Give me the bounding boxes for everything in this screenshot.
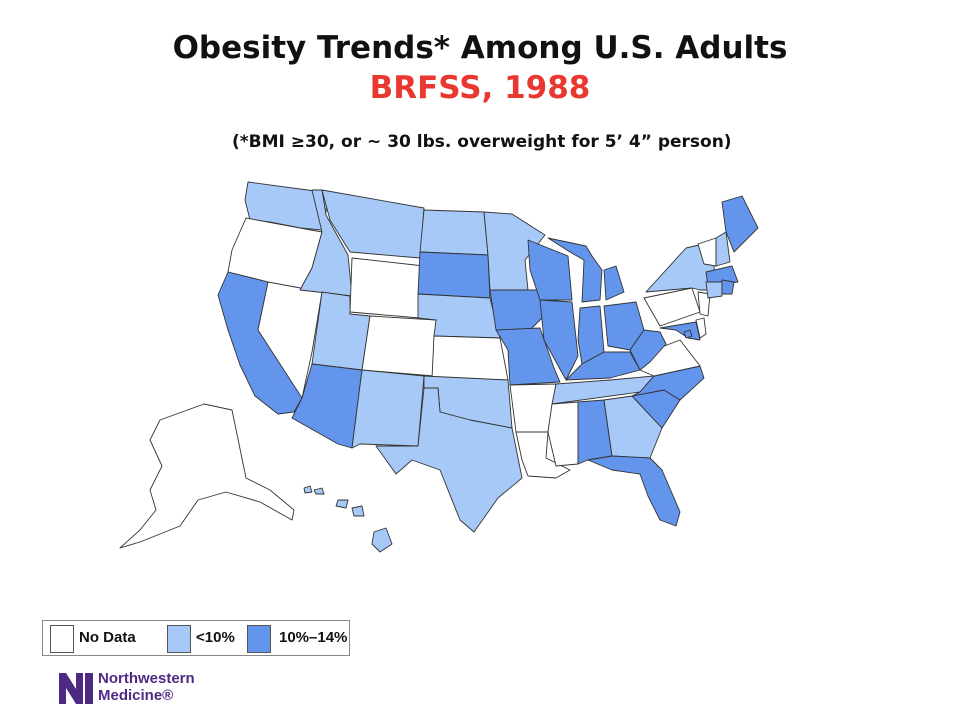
state-MO — [495, 327, 561, 386]
state-DE — [695, 317, 707, 339]
state-CO — [361, 315, 437, 377]
state-WY — [349, 257, 425, 319]
state-IA — [489, 289, 545, 331]
state-WI — [527, 239, 573, 301]
legend-label-10-14: 10%–14% — [279, 629, 348, 646]
hawaii-island-kauai — [303, 485, 313, 494]
nm-monogram-icon — [59, 673, 93, 704]
state-DC — [683, 329, 693, 339]
state-FL — [587, 455, 681, 527]
state-WV — [629, 329, 667, 371]
state-RI — [721, 279, 735, 295]
state-CT — [705, 281, 723, 299]
state-ND — [419, 209, 489, 256]
state-NM — [351, 369, 425, 449]
hawaii-island-molokai — [335, 499, 349, 509]
legend-label-lt10: <10% — [196, 629, 235, 646]
hawaii-island-oahu — [313, 487, 325, 495]
legend-swatch-10-14 — [247, 625, 271, 653]
map-legend: No Data <10% 10%–14% — [42, 620, 350, 656]
state-MT — [321, 189, 425, 259]
hawaii-island-maui — [351, 505, 365, 517]
state-MS — [547, 401, 579, 467]
logo-line1: Northwestern — [98, 670, 195, 687]
state-ME — [721, 195, 759, 253]
state-TX — [375, 387, 523, 533]
state-AK — [119, 403, 295, 549]
state-MN — [483, 211, 546, 291]
legend-label-no-data: No Data — [79, 629, 136, 646]
state-IL — [539, 299, 579, 381]
state-NJ — [697, 291, 711, 317]
hawaii-island-big — [371, 527, 393, 553]
state-HI — [303, 485, 393, 553]
map-title: Obesity Trends* Among U.S. Adults — [172, 30, 788, 66]
logo-line2: Medicine® — [98, 687, 174, 704]
state-MD — [659, 321, 701, 341]
state-KS — [431, 335, 509, 381]
bmi-footnote: (*BMI ≥30, or ~ 30 lbs. overweight for 5… — [232, 132, 732, 152]
map-subtitle: BRFSS, 1988 — [369, 70, 591, 106]
northwestern-medicine-logo: Northwestern Medicine® — [58, 670, 238, 706]
state-SD — [417, 251, 491, 299]
state-MI — [547, 237, 625, 303]
state-GA — [603, 395, 663, 459]
state-KY — [565, 351, 641, 381]
state-NH — [715, 231, 731, 267]
state-PA — [643, 287, 701, 327]
state-LA — [515, 431, 571, 479]
legend-swatch-lt10 — [167, 625, 191, 653]
legend-swatch-no-data — [50, 625, 74, 653]
